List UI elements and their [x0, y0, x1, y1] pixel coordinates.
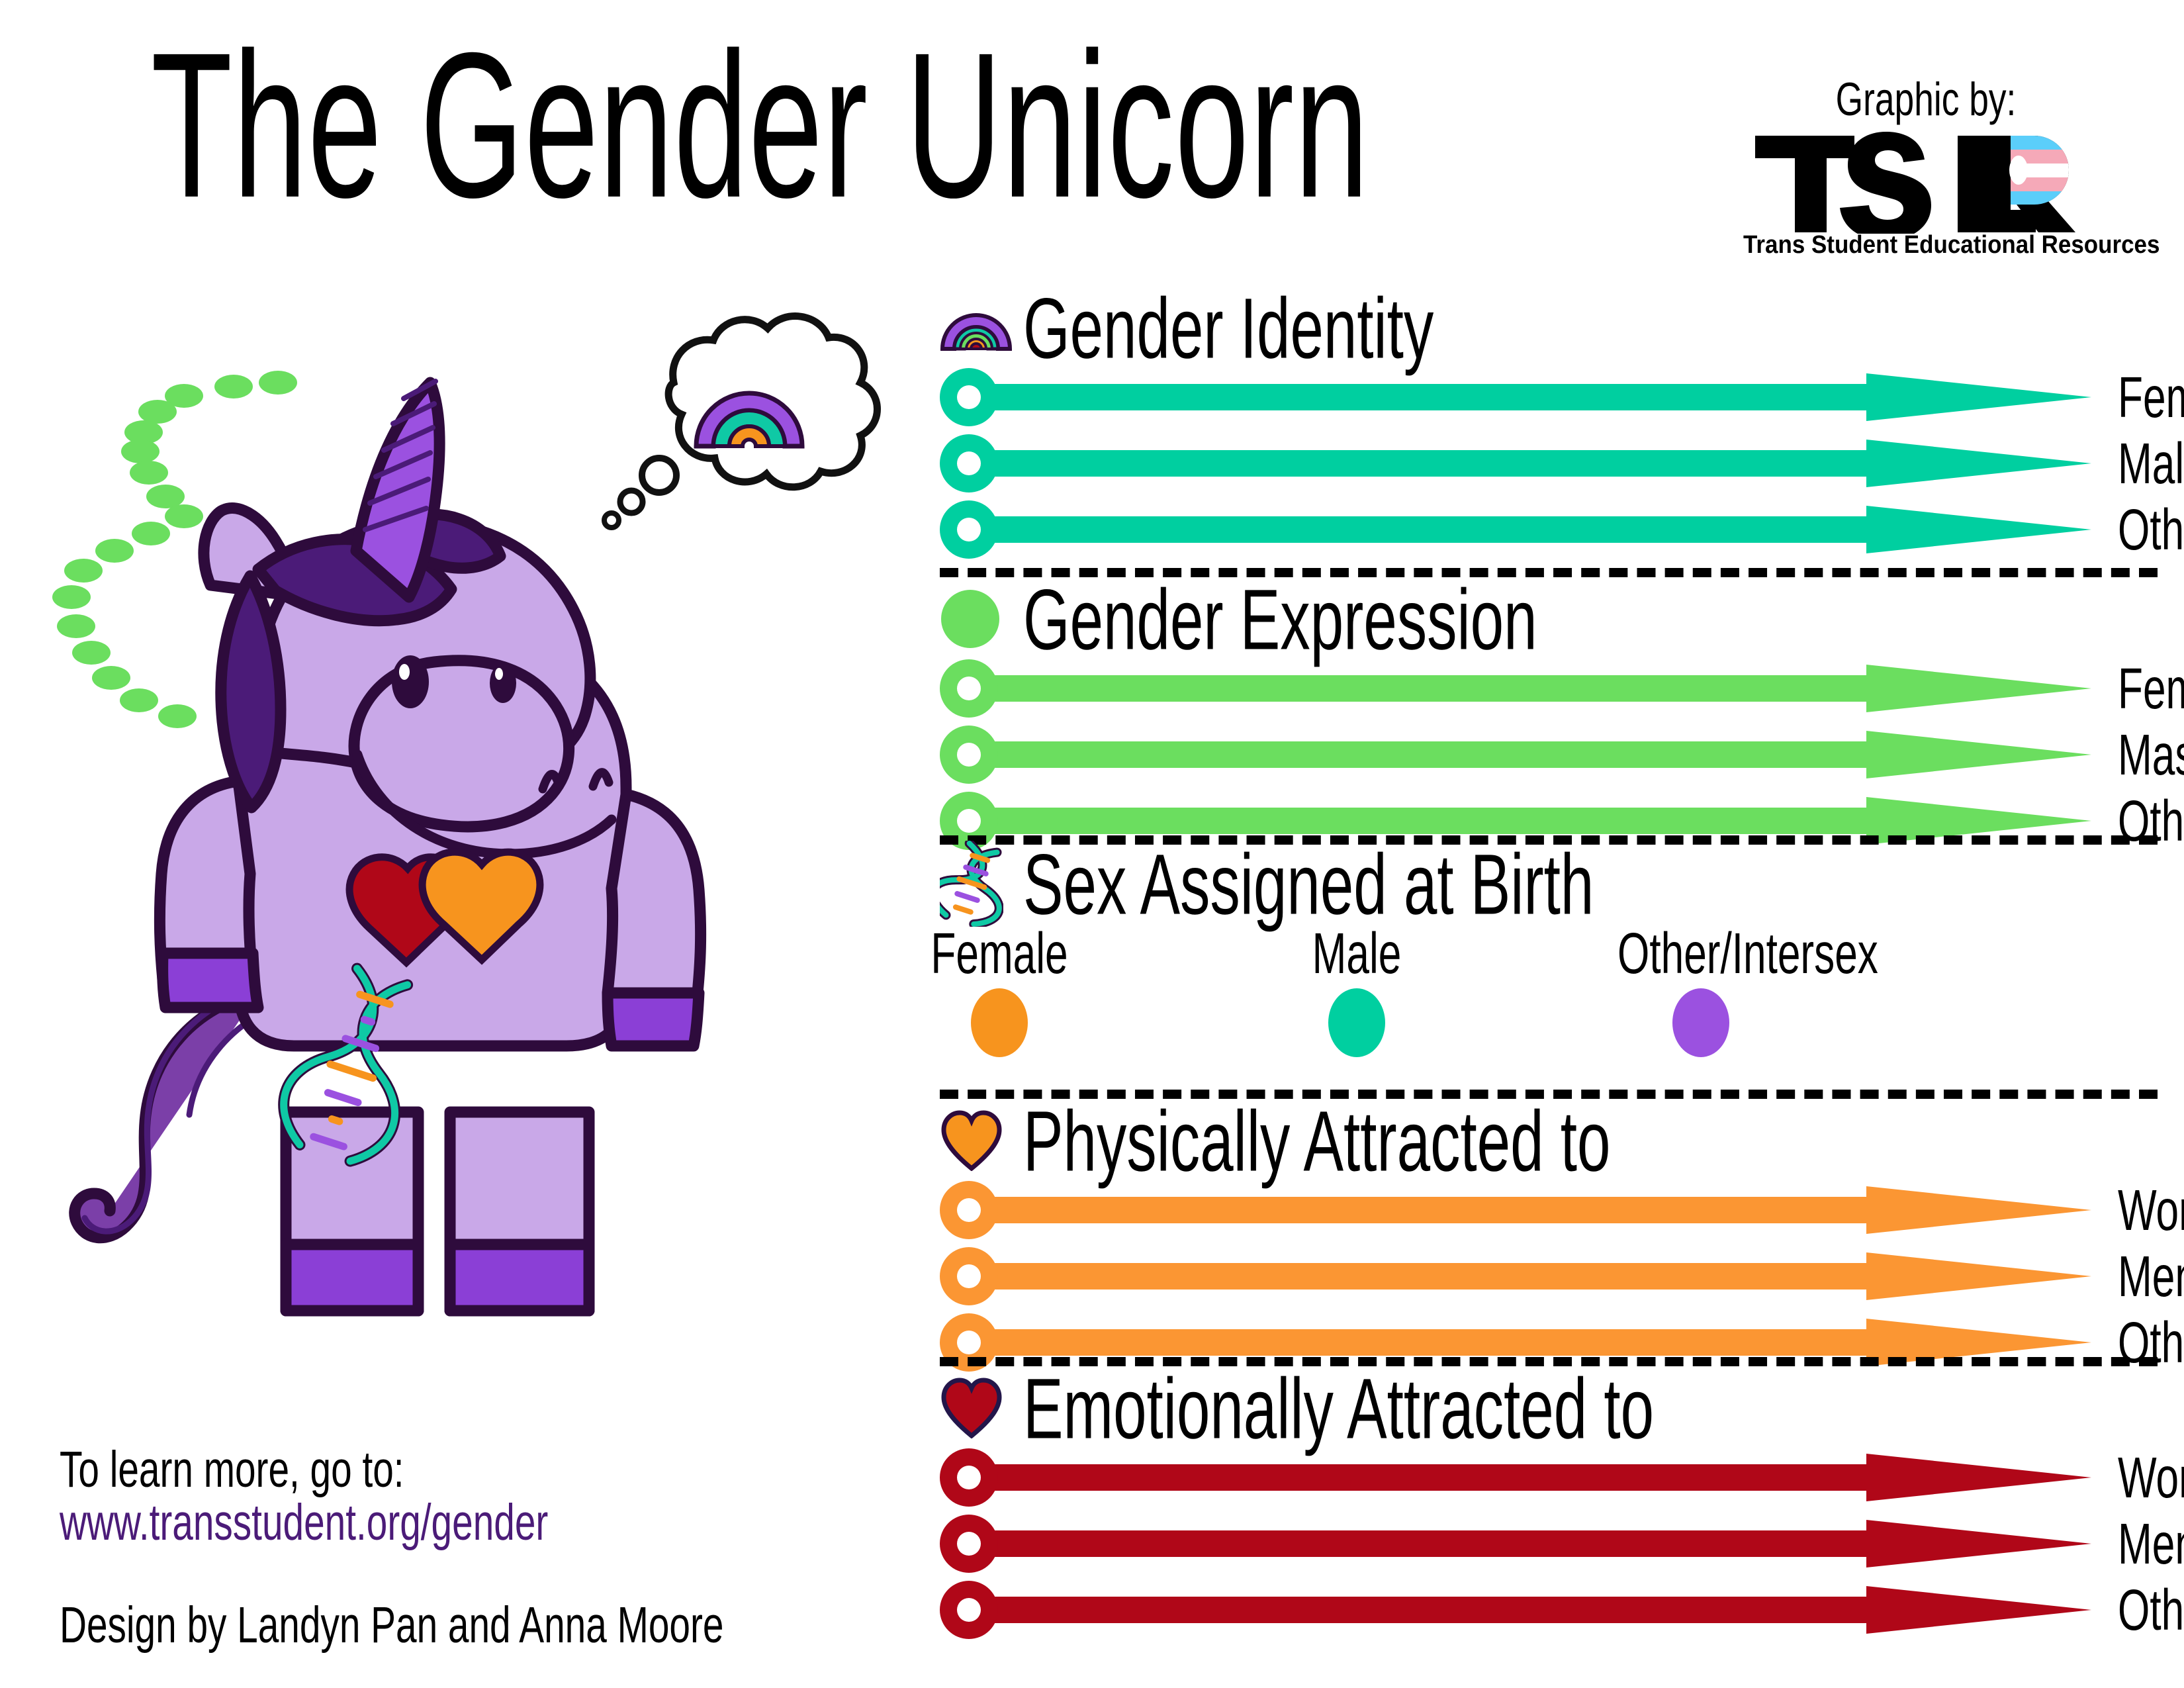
arrow-row: Women [940, 1177, 2184, 1243]
sab-dot-other-intersex [1672, 988, 1729, 1057]
spectrum-arrow [940, 1313, 2091, 1372]
section-title: Gender Identity [1023, 279, 1434, 376]
arrow-label: Other Gender(s) [2118, 1577, 2184, 1642]
sab-dot-male [1328, 988, 1385, 1057]
section-sex-assigned-at-birth: Sex Assigned at Birth Female Male Other/… [931, 835, 1878, 1092]
section-emotionally-attracted-to: Emotionally Attracted to Women [940, 1360, 2184, 1643]
section-header: Gender Identity [940, 279, 2105, 376]
section-title: Emotionally Attracted to [1023, 1360, 1655, 1456]
dna-icon [940, 841, 1019, 927]
arrow-row: Other Gender(s) [940, 1577, 2184, 1643]
section-header: Sex Assigned at Birth [940, 835, 1703, 932]
red-heart-icon [940, 1378, 1019, 1438]
section-gender-expression: Gender Expression Feminine [940, 571, 2184, 854]
learn-more-label: To learn more, go to: [60, 1440, 404, 1497]
arrow-label: Men [2118, 1511, 2184, 1576]
section-title: Physically Attracted to [1023, 1092, 1611, 1189]
section-divider [940, 568, 2158, 577]
design-credit: Design by Landyn Pan and Anna Moore [60, 1596, 724, 1653]
spectrum-arrow [940, 1247, 2091, 1305]
section-divider [940, 835, 2158, 845]
arrow-row: Men [940, 1511, 2184, 1577]
section-divider [940, 1357, 2158, 1366]
sab-option-male: Male [1257, 920, 1456, 1057]
thought-bubble [602, 312, 881, 530]
arrow-label: Women [2118, 1445, 2184, 1510]
rainbow-icon [694, 391, 805, 449]
page-title: The Gender Unicorn [151, 10, 1369, 241]
chest-dna-icon [278, 962, 414, 1167]
tser-credit-block: Graphic by: [1727, 73, 2160, 259]
arrow-label: Male/Man/Boy [2118, 431, 2184, 496]
arrow-row: Women [940, 1444, 2184, 1511]
spectrum-arrow [940, 659, 2091, 718]
website-url[interactable]: www.transstudent.org/gender [60, 1493, 549, 1550]
arrow-row: Other Gender(s) [940, 496, 2184, 563]
org-full-name: Trans Student Educational Resources [1743, 231, 2160, 259]
spectrum-arrow [940, 1448, 2091, 1507]
tser-logo [1755, 132, 2075, 234]
arrow-row: Masculine [940, 722, 2184, 788]
green-dot-arc [52, 371, 297, 728]
chest-hearts-icon [345, 848, 544, 968]
arrow-label: Masculine [2118, 722, 2184, 787]
sab-dot-female [971, 988, 1028, 1057]
spectrum-arrow [940, 1515, 2091, 1573]
section-header: Physically Attracted to [940, 1092, 2105, 1189]
spectrum-arrow [940, 792, 2091, 850]
spectrum-arrow [940, 434, 2091, 492]
arrow-label: Feminine [2118, 656, 2184, 721]
arrow-row: Other Gender(s) [940, 1309, 2184, 1376]
section-header: Gender Expression [940, 571, 2105, 667]
section-divider [940, 1090, 2158, 1099]
arrow-label: Female/Woman/Girl [2118, 365, 2184, 430]
arrow-row: Men [940, 1243, 2184, 1309]
arrow-row: Male/Man/Boy [940, 430, 2184, 496]
unicorn-illustration [69, 377, 707, 1317]
sab-label: Male [1312, 921, 1402, 986]
section-title: Gender Expression [1023, 571, 1537, 667]
graphic-by-label: Graphic by: [1835, 73, 2017, 126]
sab-label: Female [931, 921, 1068, 986]
rainbow-icon [940, 304, 1019, 352]
sab-label: Other/Intersex [1617, 921, 1878, 986]
spectrum-arrow [940, 726, 2091, 784]
spectrum-arrow [940, 1581, 2091, 1639]
sab-option-other-intersex: Other/Intersex [1602, 920, 1878, 1057]
section-title: Sex Assigned at Birth [1023, 835, 1594, 932]
sex-assigned-options: Female Male Other/Intersex [931, 920, 1878, 1092]
arrow-row: Other [940, 788, 2184, 854]
spectrum-arrow [940, 368, 2091, 426]
spectrum-arrow [940, 500, 2091, 559]
arrow-label: Women [2118, 1178, 2184, 1243]
spectrum-arrow [940, 1181, 2091, 1239]
section-header: Emotionally Attracted to [940, 1360, 2105, 1456]
arrow-row: Female/Woman/Girl [940, 364, 2184, 430]
sab-option-female: Female [900, 920, 1099, 1057]
arrow-label: Other Gender(s) [2118, 497, 2184, 562]
section-gender-identity: Gender Identity Female/Woman/Girl [940, 279, 2184, 563]
green-circle-icon [940, 588, 1019, 649]
orange-heart-icon [940, 1110, 1019, 1171]
arrow-row: Feminine [940, 655, 2184, 722]
arrow-label: Men [2118, 1244, 2184, 1309]
section-physically-attracted-to: Physically Attracted to Women [940, 1092, 2184, 1376]
